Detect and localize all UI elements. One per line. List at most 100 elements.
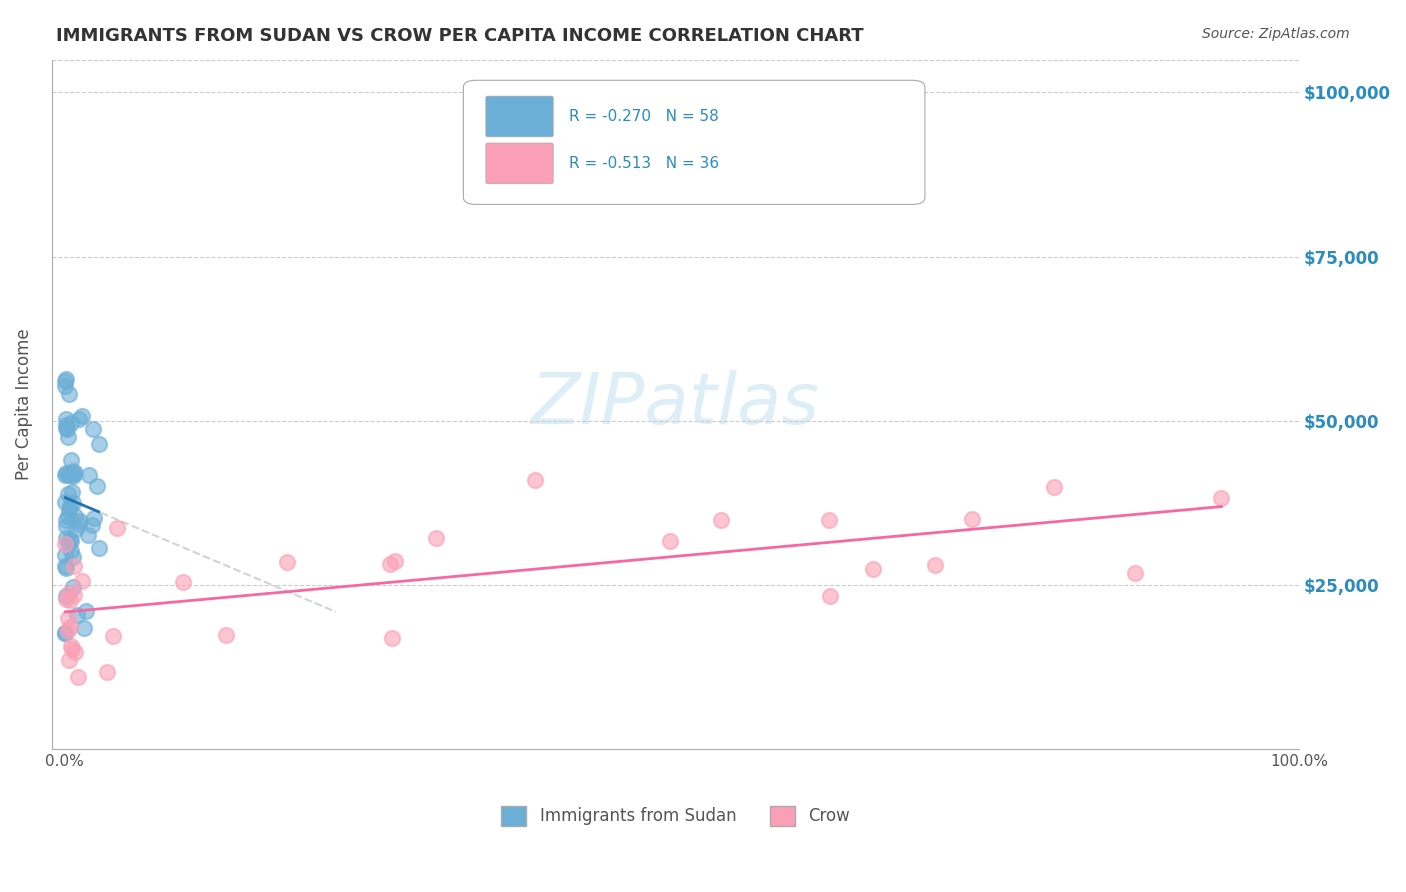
Point: [55, 561, 77, 575]
Point: [55, 371, 77, 385]
Point: [53, 558, 76, 573]
Point: [55, 418, 77, 433]
Point: [172, 575, 194, 590]
Text: Source: ZipAtlas.com: Source: ZipAtlas.com: [1202, 27, 1350, 41]
Point: [53, 626, 76, 640]
Point: [66, 608, 89, 623]
Point: [55, 411, 77, 425]
Point: [87, 437, 110, 451]
Point: [215, 628, 238, 642]
Point: [1043, 480, 1066, 494]
Point: [62, 580, 84, 594]
Point: [63, 588, 86, 602]
Point: [58, 653, 80, 667]
Point: [53, 494, 76, 508]
Point: [59, 593, 82, 607]
Point: [75, 604, 97, 618]
Point: [70, 409, 93, 423]
Point: [62, 469, 84, 483]
Point: [60, 544, 83, 558]
Legend: Immigrants from Sudan, Crow: Immigrants from Sudan, Crow: [495, 799, 856, 832]
Point: [55, 378, 77, 392]
Point: [101, 629, 124, 643]
Point: [76, 528, 98, 542]
Point: [710, 513, 733, 527]
Point: [58, 611, 80, 625]
Point: [58, 503, 80, 517]
FancyBboxPatch shape: [486, 143, 553, 184]
Point: [79, 467, 101, 482]
Text: IMMIGRANTS FROM SUDAN VS CROW PER CAPITA INCOME CORRELATION CHART: IMMIGRANTS FROM SUDAN VS CROW PER CAPITA…: [56, 27, 863, 45]
Point: [60, 641, 83, 656]
Point: [53, 549, 76, 563]
Point: [56, 430, 79, 444]
Point: [60, 453, 83, 467]
Point: [67, 412, 90, 426]
Point: [67, 516, 90, 531]
Point: [59, 534, 82, 549]
Point: [83, 510, 105, 524]
Point: [56, 623, 79, 637]
Point: [59, 619, 82, 633]
Point: [384, 554, 406, 568]
Point: [60, 485, 83, 500]
Point: [962, 512, 984, 526]
Point: [62, 495, 84, 509]
Point: [276, 555, 298, 569]
Point: [65, 522, 87, 536]
Point: [425, 531, 447, 545]
Point: [58, 586, 80, 600]
Point: [381, 631, 404, 645]
FancyBboxPatch shape: [464, 80, 925, 204]
Point: [65, 509, 87, 524]
Point: [87, 541, 110, 555]
Point: [62, 467, 84, 482]
Point: [1211, 491, 1233, 505]
Text: R = -0.513   N = 36: R = -0.513 N = 36: [569, 156, 720, 171]
Point: [56, 487, 79, 501]
Point: [658, 533, 681, 548]
Point: [55, 519, 77, 533]
Point: [56, 536, 79, 550]
Point: [924, 558, 946, 573]
Point: [69, 514, 91, 528]
Point: [62, 549, 84, 564]
Point: [53, 467, 76, 482]
Y-axis label: Per Capita Income: Per Capita Income: [15, 328, 32, 480]
Point: [73, 621, 96, 635]
Point: [59, 532, 82, 546]
Point: [82, 422, 104, 436]
Point: [523, 473, 546, 487]
Point: [62, 464, 84, 478]
Point: [55, 592, 77, 607]
Point: [70, 574, 93, 588]
Point: [55, 531, 77, 545]
Point: [56, 509, 79, 524]
Point: [63, 558, 86, 573]
Point: [53, 626, 76, 640]
Point: [63, 467, 86, 481]
Point: [59, 639, 82, 653]
FancyBboxPatch shape: [486, 96, 553, 136]
Text: ZIPatlas: ZIPatlas: [531, 370, 820, 439]
Point: [56, 468, 79, 483]
Text: R = -0.270   N = 58: R = -0.270 N = 58: [569, 110, 718, 124]
Point: [53, 374, 76, 388]
Point: [862, 562, 884, 576]
Point: [378, 557, 401, 571]
Point: [86, 479, 108, 493]
Point: [63, 645, 86, 659]
Point: [59, 500, 82, 514]
Point: [55, 589, 77, 603]
Point: [96, 665, 118, 679]
Point: [53, 536, 76, 550]
Point: [80, 518, 103, 533]
Point: [67, 670, 90, 684]
Point: [55, 467, 77, 481]
Point: [105, 521, 128, 535]
Point: [1125, 566, 1147, 580]
Point: [59, 466, 82, 480]
Point: [55, 421, 77, 435]
Point: [58, 387, 80, 401]
Point: [60, 417, 83, 431]
